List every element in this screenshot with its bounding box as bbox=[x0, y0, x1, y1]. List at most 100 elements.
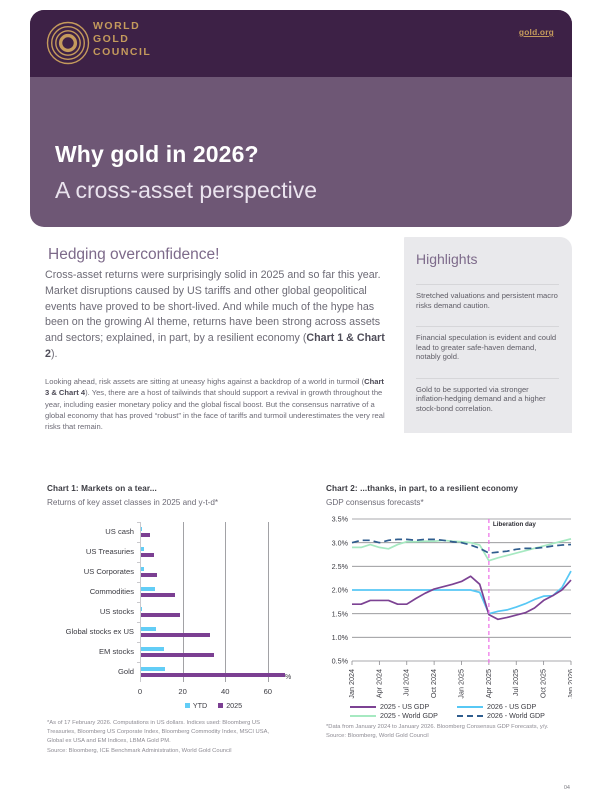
chart2-series-line bbox=[352, 538, 572, 562]
brand-line-2: GOLD bbox=[93, 32, 130, 45]
chart1-category-tick bbox=[137, 562, 140, 563]
chart2-x-tick-label: Jan 2025 bbox=[456, 669, 465, 699]
chart1-category-label: Gold bbox=[117, 667, 134, 676]
hero-banner: WORLD GOLD COUNCIL gold.org Why gold in … bbox=[30, 10, 572, 227]
chart1-bar bbox=[141, 587, 155, 591]
chart1-legend-swatch bbox=[218, 703, 224, 708]
chart1-unit-label: % bbox=[285, 674, 292, 681]
chart2-legend-label: 2026 - World GDP bbox=[487, 711, 545, 720]
chart2-x-tick-label: Jan 2024 bbox=[347, 669, 356, 699]
chart2-series-line bbox=[352, 570, 572, 615]
chart1-category-label: US Treasuries bbox=[85, 547, 134, 556]
chart1-legend-entry: 2025 bbox=[218, 701, 242, 710]
text-run: Cross-asset returns were surprisingly so… bbox=[45, 269, 381, 345]
chart1-footnote: *As of 17 February 2026. Computations in… bbox=[47, 719, 287, 756]
chart1-bar bbox=[141, 527, 143, 531]
chart1-category-tick bbox=[137, 522, 140, 523]
report-subtitle: A cross-asset perspective bbox=[55, 177, 318, 203]
chart1-bar bbox=[141, 592, 176, 598]
chart2-annotation-label: Liberation day bbox=[493, 521, 537, 528]
highlights-divider bbox=[416, 326, 559, 327]
chart2-title: Chart 2: ...thanks, in part, to a resili… bbox=[326, 484, 519, 493]
chart2-legend-label: 2026 - US GDP bbox=[487, 702, 537, 711]
chart1-bar bbox=[141, 547, 144, 551]
chart1-legend-entry: YTD bbox=[184, 701, 208, 710]
chart1-gridline bbox=[182, 522, 184, 682]
chart2-legend-line-sample bbox=[350, 714, 376, 717]
text-run: Looking ahead, risk assets are sitting a… bbox=[45, 376, 365, 386]
brand-line-1: WORLD bbox=[93, 20, 141, 32]
chart2-y-tick-label: 1.5% bbox=[332, 609, 349, 618]
chart1-category-tick bbox=[137, 622, 140, 623]
chart2-footnote-line: Source: Bloomberg, World Gold Council bbox=[326, 732, 429, 739]
chart2-x-tick-label: Oct 2025 bbox=[539, 669, 548, 698]
chart2-y-tick-label: 3.0% bbox=[332, 538, 349, 547]
highlights-divider bbox=[416, 377, 559, 379]
brand-wordmark: WORLD GOLD COUNCIL bbox=[93, 20, 151, 58]
chart1-footnote-line: Source: Bloomberg, ICE Benchmark Adminis… bbox=[47, 747, 232, 754]
chart1-x-tick-label: 40 bbox=[220, 687, 230, 696]
chart2-legend-entry: 2025 - US GDP bbox=[350, 703, 457, 711]
article-heading: Hedging overconfidence! bbox=[48, 246, 220, 263]
chart2-legend-label: 2025 - World GDP bbox=[380, 711, 438, 720]
chart2-footnote: *Data from January 2024 to January 2026.… bbox=[326, 723, 566, 740]
highlights-item: Gold to be supported via stronger inflat… bbox=[416, 384, 546, 413]
chart1-title: Chart 1: Markets on a tear... bbox=[47, 484, 157, 493]
highlights-panel: Highlights Stretched valuations and pers… bbox=[404, 237, 572, 433]
chart1-bar bbox=[141, 572, 157, 578]
chart2-legend: 2025 - US GDP 2026 - US GDP 2025 - World G… bbox=[350, 702, 565, 720]
chart1-x-tick-label: 60 bbox=[263, 687, 273, 696]
chart1-x-tick-label: 0 bbox=[137, 687, 143, 696]
chart1-category-tick bbox=[137, 542, 140, 543]
chart1-bar bbox=[141, 652, 214, 658]
brand-line-3: COUNCIL bbox=[93, 45, 152, 58]
gold-org-link[interactable]: gold.org bbox=[518, 27, 554, 37]
chart1-legend-label: 2025 bbox=[226, 701, 243, 710]
chart-reference-link[interactable]: Chart 3 & Chart 4 bbox=[45, 376, 384, 398]
chart1-x-tick-label: 20 bbox=[178, 687, 187, 696]
highlights-divider bbox=[416, 284, 559, 285]
chart1-category-tick bbox=[137, 642, 140, 643]
chart2-legend-entry: 2026 - World GDP bbox=[457, 712, 564, 720]
chart1-legend-label: YTD bbox=[192, 701, 208, 710]
chart1-x-axis-ticks: 0 20 40 60 bbox=[137, 687, 287, 697]
article-body-paragraph: Looking ahead, risk assets are sitting a… bbox=[45, 376, 387, 433]
chart2-legend-entry: 2026 - US GDP bbox=[457, 703, 564, 711]
chart2-x-tick-label: Apr 2024 bbox=[374, 669, 383, 698]
highlights-item: Financial speculation is evident and cou… bbox=[416, 333, 557, 361]
chart1-plot-area bbox=[137, 522, 287, 682]
chart2-legend-label: 2025 - US GDP bbox=[380, 702, 430, 711]
chart1-bar bbox=[141, 552, 154, 558]
chart1-category-label: Commodities bbox=[89, 587, 134, 596]
world-gold-council-logo-icon bbox=[46, 20, 90, 71]
chart2-y-tick-label: 3.5% bbox=[332, 515, 349, 524]
chart2-x-tick-label: Jul 2025 bbox=[511, 669, 520, 696]
chart2-subtitle: GDP consensus forecasts* bbox=[326, 498, 424, 507]
chart2-series-line bbox=[352, 575, 572, 621]
article-lead-paragraph: Cross-asset returns were surprisingly so… bbox=[45, 268, 387, 363]
chart2-y-tick-label: 2.0% bbox=[332, 586, 349, 595]
chart1-legend-swatch bbox=[184, 703, 190, 708]
chart2-x-tick-label: Jan 2026 bbox=[566, 669, 572, 699]
chart2-plot-area: 0.5% 1.0% 1.5% 2.0% 2.5% 3.0% 3.5% Jan 2024 Apr … bbox=[332, 515, 572, 699]
page-number: 04 bbox=[563, 785, 570, 791]
text-run: ). Yes, there are a host of tailwinds th… bbox=[45, 388, 385, 432]
chart1-subtitle: Returns of key asset classes in 2025 and… bbox=[47, 498, 219, 507]
chart1-footnote-line: *As of 17 February 2026. Computations in… bbox=[47, 720, 260, 726]
chart1-category-label: EM stocks bbox=[98, 647, 134, 656]
chart2-y-tick-label: 1.0% bbox=[332, 633, 349, 642]
chart1-bar bbox=[141, 612, 181, 618]
chart2-x-tick-label: Jul 2024 bbox=[402, 669, 411, 696]
chart2-x-tick-label: Oct 2024 bbox=[429, 669, 438, 698]
chart-reference-link[interactable]: Chart 1 & Chart 2 bbox=[45, 332, 385, 360]
article-column: Hedging overconfidence! Cross-asset retu… bbox=[45, 245, 387, 433]
chart2-series-line bbox=[351, 538, 572, 554]
chart1-bar bbox=[141, 632, 211, 638]
chart1-bar bbox=[141, 567, 144, 571]
chart1-bar bbox=[141, 667, 166, 671]
highlights-title: Highlights bbox=[416, 251, 478, 267]
chart1-bar bbox=[141, 627, 156, 631]
chart1-bar bbox=[141, 532, 150, 538]
chart1-bar bbox=[141, 672, 285, 678]
highlights-list: Stretched valuations and persistent macr… bbox=[416, 284, 559, 429]
